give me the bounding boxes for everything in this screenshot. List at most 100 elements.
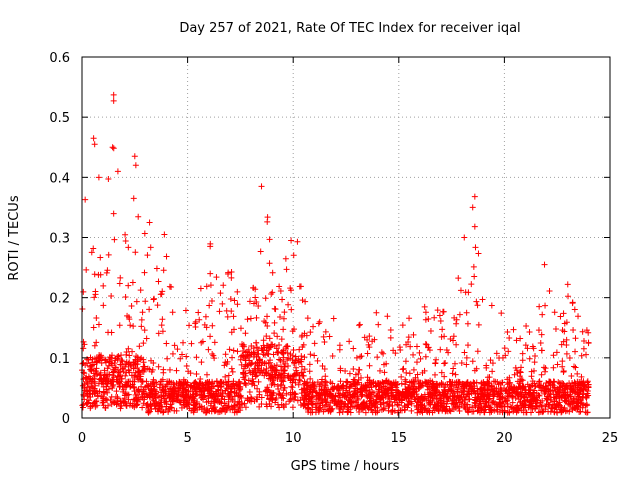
data-point	[290, 346, 297, 353]
data-point	[288, 287, 295, 294]
data-point	[398, 373, 405, 380]
data-point	[97, 271, 104, 278]
x-tick-label: 20	[496, 431, 513, 446]
data-point	[195, 309, 202, 316]
data-point	[222, 387, 229, 394]
data-point	[373, 393, 380, 400]
data-point	[285, 301, 292, 308]
data-point	[321, 338, 328, 345]
data-point	[219, 300, 226, 307]
data-point	[109, 376, 116, 383]
data-point	[198, 394, 205, 401]
data-point	[311, 384, 318, 391]
data-point	[422, 340, 429, 347]
data-point	[470, 379, 477, 386]
data-point	[471, 193, 478, 200]
data-point	[369, 338, 376, 345]
data-point	[572, 364, 579, 371]
data-point	[434, 307, 441, 314]
data-point	[585, 329, 592, 336]
data-point	[492, 388, 499, 395]
data-point	[558, 341, 565, 348]
data-point	[237, 383, 244, 390]
data-point	[456, 394, 463, 401]
data-point	[366, 333, 373, 340]
data-point	[430, 389, 437, 396]
data-point	[129, 378, 136, 385]
data-point	[94, 370, 101, 377]
data-point	[456, 379, 463, 386]
data-point	[202, 313, 209, 320]
data-point	[340, 401, 347, 408]
data-point	[465, 289, 472, 296]
data-point	[579, 328, 586, 335]
data-point	[475, 321, 482, 328]
data-point	[220, 405, 227, 412]
data-point	[126, 316, 133, 323]
data-point	[506, 335, 513, 342]
data-point	[255, 302, 262, 309]
data-point	[186, 322, 193, 329]
data-point	[504, 403, 511, 410]
data-point	[242, 381, 249, 388]
data-point	[385, 394, 392, 401]
data-point	[227, 406, 234, 413]
data-point	[155, 394, 162, 401]
data-point	[140, 363, 147, 370]
data-point	[502, 387, 509, 394]
data-point	[522, 342, 529, 349]
data-point	[281, 363, 288, 370]
data-point	[110, 210, 117, 217]
data-point	[309, 379, 316, 386]
data-point	[502, 352, 509, 359]
data-point	[403, 378, 410, 385]
data-point	[364, 393, 371, 400]
data-point	[455, 381, 462, 388]
data-point	[306, 368, 313, 375]
data-point	[264, 323, 271, 330]
data-point	[215, 409, 222, 416]
data-point	[283, 266, 290, 273]
data-point	[583, 401, 590, 408]
data-point	[160, 267, 167, 274]
data-point	[522, 391, 529, 398]
data-point	[559, 358, 566, 365]
data-point	[156, 384, 163, 391]
data-point	[291, 326, 298, 333]
data-point	[110, 145, 117, 152]
data-point	[530, 367, 537, 374]
data-point	[182, 379, 189, 386]
data-point	[276, 283, 283, 290]
data-point	[432, 360, 439, 367]
data-point	[263, 342, 270, 349]
data-point	[470, 388, 477, 395]
data-point	[449, 370, 456, 377]
data-point	[526, 355, 533, 362]
data-point	[91, 271, 98, 278]
data-point	[546, 390, 553, 397]
data-point	[211, 393, 218, 400]
data-point	[539, 311, 546, 318]
data-point	[228, 274, 235, 281]
data-point	[519, 377, 526, 384]
data-point	[517, 335, 524, 342]
data-point	[272, 306, 279, 313]
y-tick-label: 0.4	[49, 171, 70, 186]
data-point	[227, 296, 234, 303]
data-point	[298, 333, 305, 340]
data-point	[570, 404, 577, 411]
data-point	[560, 338, 567, 345]
data-point	[422, 405, 429, 412]
data-point	[249, 375, 256, 382]
data-point	[188, 340, 195, 347]
data-point	[262, 319, 269, 326]
data-point	[299, 297, 306, 304]
data-point	[374, 354, 381, 361]
data-point	[226, 383, 233, 390]
data-point	[414, 371, 421, 378]
data-point	[182, 393, 189, 400]
data-point	[393, 384, 400, 391]
data-point	[155, 330, 162, 337]
data-point	[196, 403, 203, 410]
